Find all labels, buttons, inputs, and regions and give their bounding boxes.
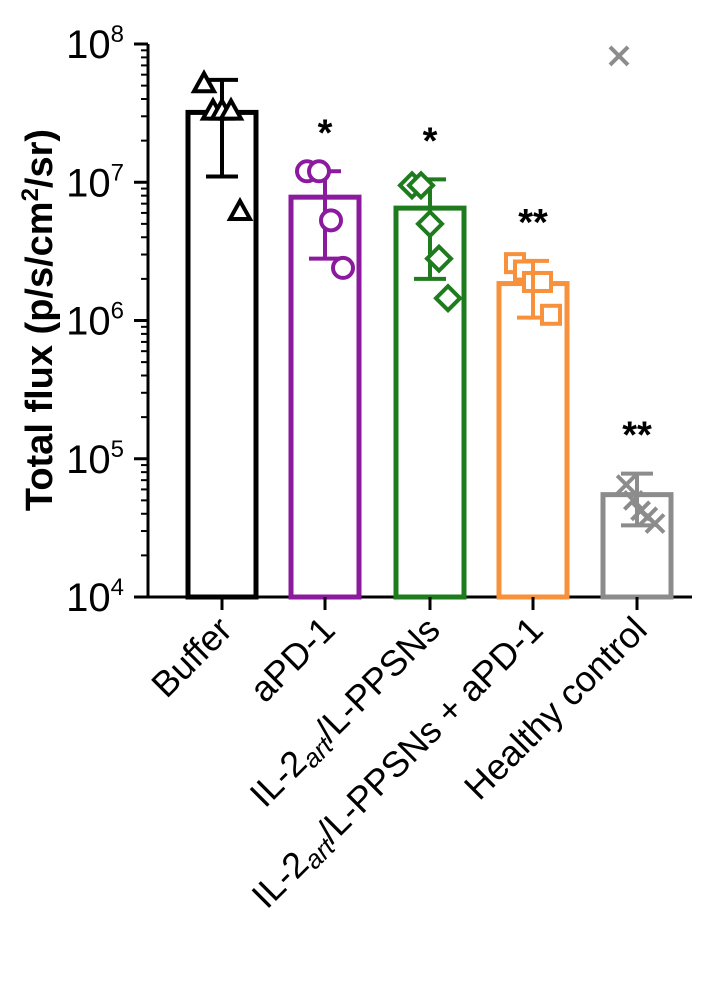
significance-label: ** [622,415,652,457]
data-point [226,196,254,221]
data-point [540,303,562,326]
bar-group: * [393,120,467,610]
data-point [217,96,245,121]
bar-group: ** [496,202,570,610]
data-point [622,489,644,511]
y-tick-label: 104 [66,574,124,620]
data-point [424,243,454,274]
data-point [644,513,666,534]
data-point [608,45,630,67]
y-tick-label: 107 [66,159,124,205]
data-point [433,283,463,314]
data-point [406,170,436,201]
bar [496,281,570,600]
bar [185,109,259,600]
data-point [307,159,331,184]
bar-group [185,69,259,610]
bar-group: ** [600,45,674,610]
data-point [615,474,637,496]
y-tick-label: 105 [66,436,124,482]
y-axis-ticks: 104 105 106 107 108 [66,21,148,620]
category-label: Healthy control [456,609,655,808]
data-point [319,208,343,233]
category-label: aPD-1 [242,609,343,710]
significance-label: * [423,120,438,162]
y-tick-label: 106 [66,298,124,344]
significance-label: * [318,112,333,154]
data-point [190,69,218,94]
y-tick-label: 108 [66,21,124,67]
x-axis-labels: Buffer aPD-1IL-2art/L-PPSNsIL-2art/L-PPSN… [143,609,655,916]
bars-group: * ***** [185,45,674,610]
data-point [415,209,445,239]
data-point [331,255,355,280]
y-axis-title: Total flux (p/s/cm2/sr) [17,129,61,511]
category-label: Buffer [143,609,239,705]
bar-group: * [288,112,362,610]
data-point [531,270,553,293]
significance-label: ** [518,202,548,244]
